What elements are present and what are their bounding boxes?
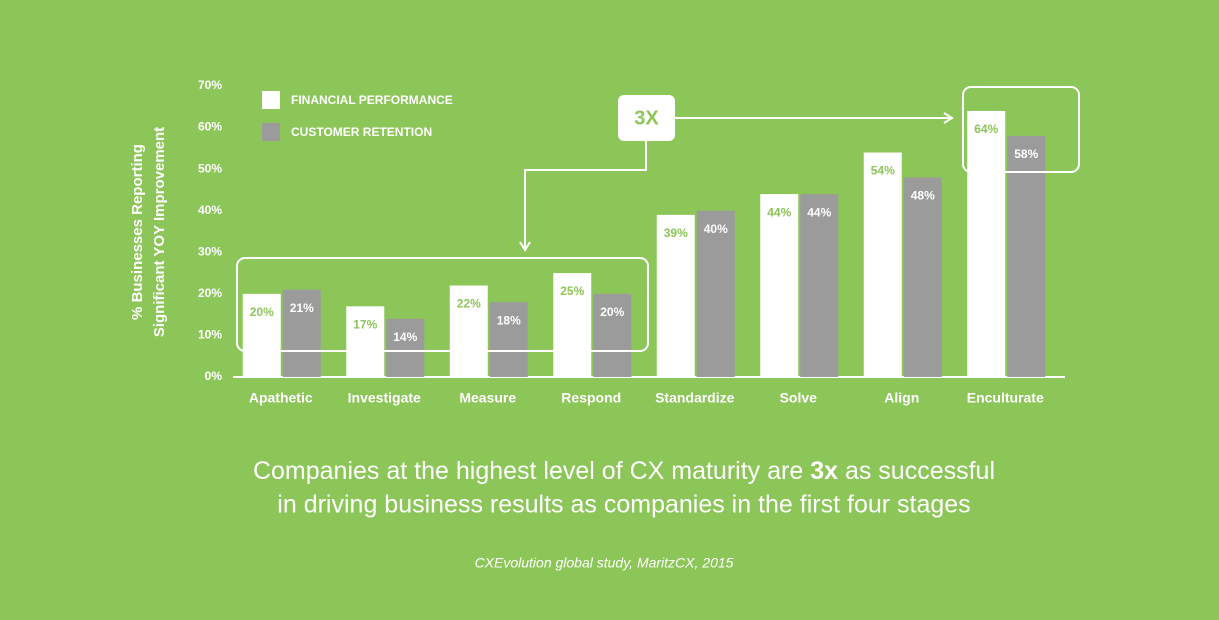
bar: [863, 152, 902, 377]
value-label: 44%: [767, 205, 791, 219]
value-label: 58%: [1014, 147, 1038, 161]
bar: [760, 194, 799, 377]
x-tick-label: Align: [884, 390, 919, 406]
y-tick-label: 50%: [198, 161, 222, 175]
legend-swatch: [262, 91, 280, 109]
legend-swatch: [262, 123, 280, 141]
value-label: 14%: [393, 330, 417, 344]
bar: [386, 318, 425, 377]
x-tick-label: Investigate: [348, 390, 421, 406]
bar: [449, 285, 488, 377]
bar: [1007, 135, 1046, 377]
caption-part: Companies at the highest level of CX mat…: [253, 457, 810, 485]
source: CXEvolution global study, MaritzCX, 2015: [475, 555, 734, 571]
bar: [800, 194, 839, 377]
annotation-box: [618, 95, 675, 141]
y-axis-label: Significant YOY Improvement: [151, 127, 168, 337]
value-label: 40%: [704, 222, 728, 236]
caption-emphasis: 3x: [810, 457, 838, 485]
bar: [489, 302, 528, 377]
group-box: [962, 86, 1080, 173]
value-label: 54%: [871, 164, 895, 178]
caption: in driving business results as companies…: [277, 491, 970, 519]
value-label: 39%: [664, 226, 688, 240]
arrow: [519, 141, 647, 252]
y-tick-label: 10%: [198, 328, 222, 342]
value-label: 48%: [911, 189, 935, 203]
bar: [553, 273, 592, 377]
y-tick-label: 30%: [198, 244, 222, 258]
value-label: 22%: [457, 297, 481, 311]
value-label: 25%: [560, 284, 584, 298]
bar: [656, 214, 695, 377]
bar: [593, 293, 632, 377]
caption: Companies at the highest level of CX mat…: [253, 457, 995, 485]
bar: [282, 289, 321, 377]
value-label: 20%: [250, 305, 274, 319]
bar: [346, 306, 385, 377]
y-tick-label: 70%: [198, 78, 222, 92]
bar: [696, 210, 735, 377]
value-label: 17%: [353, 318, 377, 332]
bar: [903, 177, 942, 377]
y-tick-label: 40%: [198, 203, 222, 217]
x-tick-label: Enculturate: [967, 390, 1044, 406]
value-label: 18%: [497, 313, 521, 327]
group-box: [236, 257, 649, 352]
x-tick-label: Standardize: [655, 390, 735, 406]
y-tick-label: 20%: [198, 286, 222, 300]
value-label: 20%: [600, 305, 624, 319]
legend-label: CUSTOMER RETENTION: [291, 125, 432, 139]
value-label: 44%: [807, 205, 831, 219]
plot: 0% 10% 20% 30% 40% 50% 60% 70% FINANCIAL PERFORM…: [198, 78, 1065, 406]
value-label: 21%: [290, 301, 314, 315]
x-tick-label: Respond: [561, 390, 621, 406]
legend-label: FINANCIAL PERFORMANCE: [291, 93, 453, 107]
y-tick-label: 0%: [205, 369, 223, 383]
y-tick-label: 60%: [198, 120, 222, 134]
bar: [967, 110, 1006, 377]
y-axis-label: % Businesses Reporting: [129, 144, 146, 320]
x-tick-label: Apathetic: [249, 390, 313, 406]
caption-part: as successful: [838, 457, 995, 485]
bar: [242, 293, 281, 377]
value-label: 64%: [974, 122, 998, 136]
annotation: 3X: [634, 107, 659, 129]
x-tick-label: Solve: [780, 390, 818, 406]
x-tick-label: Measure: [459, 390, 516, 406]
